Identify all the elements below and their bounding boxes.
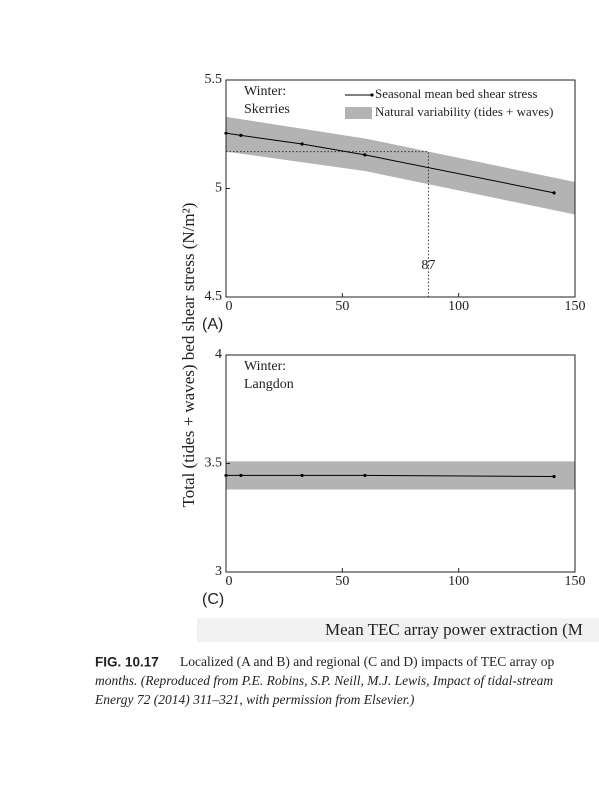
panel-note: Skerries	[244, 102, 290, 117]
point	[552, 474, 556, 479]
caption-label: FIG. 10.17	[95, 655, 159, 670]
x-label-strip	[197, 618, 599, 642]
y-tick-label: 4	[215, 347, 222, 362]
x-tick-label: 150	[565, 574, 586, 589]
panel-label: (C)	[202, 591, 224, 608]
caption-line: Energy 72 (2014) 311–321, with permissio…	[94, 692, 415, 707]
y-tick-label: 3.5	[205, 456, 223, 471]
legend-label: Seasonal mean bed shear stress	[375, 86, 537, 101]
y-tick-label: 5.5	[205, 72, 223, 87]
caption-line: Localized (A and B) and regional (C and …	[180, 654, 555, 669]
x-tick-label: 100	[448, 299, 469, 314]
annotation-line	[226, 151, 429, 297]
y-tick-label: 5	[215, 181, 222, 196]
variability-band	[226, 116, 575, 215]
legend-swatch-point	[370, 93, 374, 97]
x-tick-label: 50	[335, 574, 349, 589]
x-tick-label: 0	[226, 299, 233, 314]
y-tick-label: 4.5	[205, 289, 223, 304]
annotation-label: 87	[421, 258, 435, 273]
legend-swatch	[345, 107, 372, 119]
point	[363, 153, 367, 157]
caption-line: months. (Reproduced from P.E. Robins, S.…	[95, 673, 553, 688]
y-tick-label: 3	[215, 564, 222, 579]
point	[239, 133, 243, 137]
y-axis-label: Total (tides + waves) bed shear stress (…	[179, 203, 198, 508]
panel-note: Langdon	[244, 377, 294, 392]
point	[363, 473, 367, 478]
panel-note: Winter:	[244, 84, 286, 99]
point	[552, 191, 556, 195]
legend-label: Natural variability (tides + waves)	[375, 104, 553, 119]
x-tick-label: 100	[448, 574, 469, 589]
point	[300, 473, 304, 478]
point	[239, 473, 243, 478]
panel-label: (A)	[202, 316, 223, 333]
x-axis-label: Mean TEC array power extraction (M	[325, 620, 583, 639]
x-tick-label: 0	[226, 574, 233, 589]
x-tick-label: 150	[565, 299, 586, 314]
point	[300, 142, 304, 146]
x-tick-label: 50	[335, 299, 349, 314]
panel-note: Winter:	[244, 359, 286, 374]
